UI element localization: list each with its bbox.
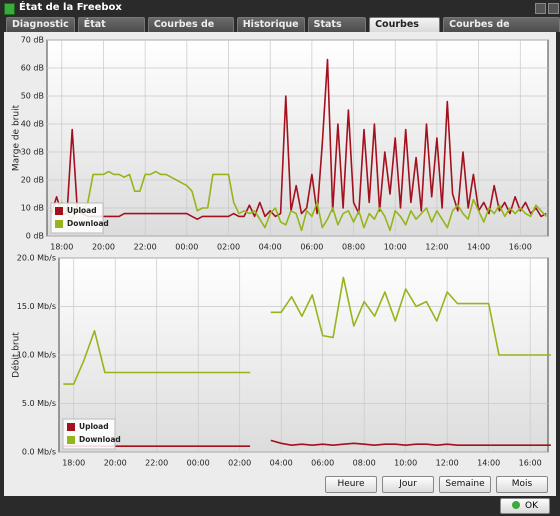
close-button[interactable] — [548, 3, 559, 14]
x-tick-label: 06:00 — [300, 243, 323, 252]
legend-label: Upload — [67, 206, 97, 215]
y-tick-label: 50 dB — [21, 92, 44, 101]
legend-label: Download — [79, 435, 121, 444]
x-tick-label: 04:00 — [259, 243, 282, 252]
x-tick-label: 18:00 — [62, 459, 85, 468]
range-button[interactable]: Mois — [496, 476, 548, 493]
legend-swatch — [67, 423, 75, 431]
ok-icon — [512, 501, 520, 509]
x-tick-label: 08:00 — [342, 243, 365, 252]
y-tick-label: 0 dB — [26, 232, 44, 241]
x-tick-label: 22:00 — [134, 243, 157, 252]
y-tick-label: 15.0 Mb/s — [17, 302, 56, 311]
range-button[interactable]: Semaine — [439, 476, 491, 493]
range-button[interactable]: Jour — [382, 476, 434, 493]
data-line — [51, 170, 547, 232]
title-bar: État de la Freebox — [0, 0, 560, 16]
y-tick-label: 20 dB — [21, 176, 44, 185]
x-tick-label: 16:00 — [509, 243, 532, 252]
legend-swatch — [67, 436, 75, 444]
x-tick-label: 10:00 — [384, 243, 407, 252]
x-tick-label: 22:00 — [145, 459, 168, 468]
legend-label: Upload — [79, 422, 109, 431]
x-tick-label: 16:00 — [519, 459, 542, 468]
tab[interactable]: Historique — [236, 17, 305, 32]
y-tick-label: 10.0 Mb/s — [17, 351, 56, 360]
x-tick-label: 20:00 — [104, 459, 127, 468]
legend-swatch — [55, 220, 63, 228]
x-tick-label: 18:00 — [50, 243, 73, 252]
legend-swatch — [55, 207, 63, 215]
x-tick-label: 10:00 — [394, 459, 417, 468]
legend-label: Download — [67, 219, 109, 228]
y-tick-label: 0.0 Mb/s — [22, 448, 56, 457]
x-tick-label: 02:00 — [228, 459, 251, 468]
tab[interactable]: Diagnostic — [6, 17, 75, 32]
data-line — [63, 276, 551, 385]
y-axis-label: Débit brut — [11, 332, 22, 378]
y-axis-label: Marge de bruit — [12, 104, 22, 171]
x-tick-label: 00:00 — [175, 243, 198, 252]
y-tick-label: 20.0 Mb/s — [17, 254, 56, 263]
x-tick-label: 02:00 — [217, 243, 240, 252]
x-tick-label: 14:00 — [467, 243, 490, 252]
ok-button[interactable]: OK — [500, 498, 550, 514]
y-tick-label: 5.0 Mb/s — [22, 399, 56, 408]
app-icon — [4, 3, 15, 15]
y-tick-label: 60 dB — [21, 64, 44, 73]
x-tick-label: 08:00 — [353, 459, 376, 468]
plot-area — [46, 39, 549, 237]
y-tick-label: 70 dB — [21, 36, 44, 45]
x-tick-label: 12:00 — [425, 243, 448, 252]
y-tick-label: 40 dB — [21, 120, 44, 129]
ok-label: OK — [525, 501, 538, 511]
y-tick-label: 10 dB — [21, 204, 44, 213]
x-tick-label: 00:00 — [187, 459, 210, 468]
y-tick-label: 30 dB — [21, 148, 44, 157]
x-tick-label: 04:00 — [270, 459, 293, 468]
x-tick-label: 12:00 — [436, 459, 459, 468]
data-line — [50, 58, 547, 220]
range-button[interactable]: Heure — [325, 476, 377, 493]
help-button[interactable] — [535, 3, 546, 14]
x-tick-label: 06:00 — [311, 459, 334, 468]
x-tick-label: 20:00 — [92, 243, 115, 252]
x-tick-label: 14:00 — [477, 459, 500, 468]
window-title: État de la Freebox — [19, 2, 122, 13]
range-buttons: Heure Jour Semaine Mois — [325, 476, 548, 493]
